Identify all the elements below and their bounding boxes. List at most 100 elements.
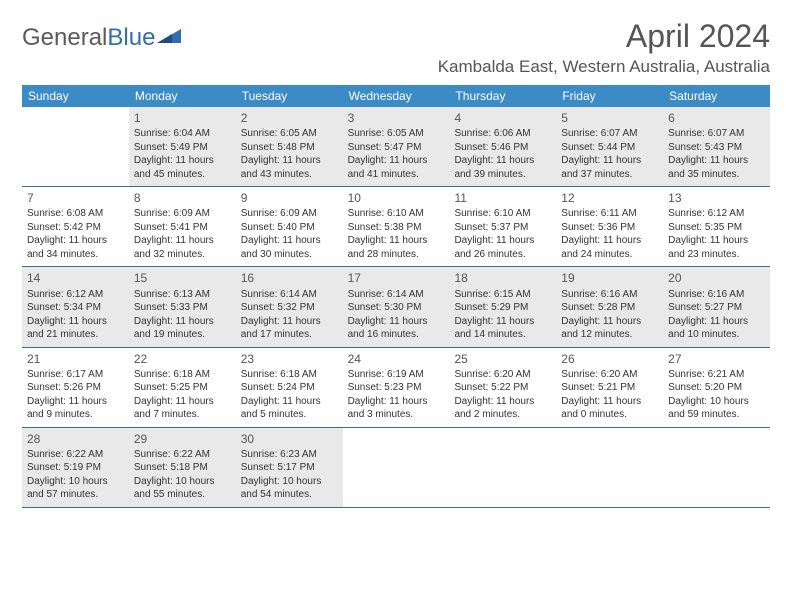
day-number: 25 [454, 351, 551, 367]
sunset-text: Sunset: 5:23 PM [348, 381, 445, 395]
day-number: 30 [241, 431, 338, 447]
day-number: 9 [241, 190, 338, 206]
weekday-header: Sunday [22, 85, 129, 107]
week-row: 1Sunrise: 6:04 AMSunset: 5:49 PMDaylight… [22, 107, 770, 187]
daylight-text: Daylight: 11 hours and 5 minutes. [241, 395, 338, 422]
day-cell: 29Sunrise: 6:22 AMSunset: 5:18 PMDayligh… [129, 428, 236, 507]
weekday-header: Friday [556, 85, 663, 107]
day-cell: 20Sunrise: 6:16 AMSunset: 5:27 PMDayligh… [663, 267, 770, 346]
weekday-header: Wednesday [343, 85, 450, 107]
sunrise-text: Sunrise: 6:15 AM [454, 288, 551, 302]
logo-text-general: General [22, 24, 107, 52]
sunrise-text: Sunrise: 6:10 AM [348, 207, 445, 221]
sunset-text: Sunset: 5:32 PM [241, 301, 338, 315]
day-number: 1 [134, 110, 231, 126]
week-row: 21Sunrise: 6:17 AMSunset: 5:26 PM Dayligh… [22, 348, 770, 428]
daylight-text: Daylight: 11 hours and 41 minutes. [348, 154, 445, 181]
day-cell: 10Sunrise: 6:10 AMSunset: 5:38 PMDayligh… [343, 187, 450, 266]
day-cell: 4Sunrise: 6:06 AMSunset: 5:46 PMDaylight… [449, 107, 556, 186]
daylight-text: Daylight: 11 hours and 24 minutes. [561, 234, 658, 261]
sunset-text: Sunset: 5:19 PM [27, 461, 124, 475]
sunrise-text: Sunrise: 6:11 AM [561, 207, 658, 221]
sunset-text: Sunset: 5:26 PM [27, 381, 124, 395]
day-number: 15 [134, 270, 231, 286]
daylight-text: Daylight: 11 hours and 26 minutes. [454, 234, 551, 261]
sunset-text: Sunset: 5:27 PM [668, 301, 765, 315]
day-number: 23 [241, 351, 338, 367]
day-cell: 21Sunrise: 6:17 AMSunset: 5:26 PMDayligh… [22, 348, 129, 427]
daylight-text: Daylight: 11 hours and 7 minutes. [134, 395, 231, 422]
day-number: 27 [668, 351, 765, 367]
sunrise-text: Sunrise: 6:07 AM [668, 127, 765, 141]
day-number: 8 [134, 190, 231, 206]
sunrise-text: Sunrise: 6:17 AM [27, 368, 124, 382]
sunrise-text: Sunrise: 6:20 AM [454, 368, 551, 382]
day-cell: 1Sunrise: 6:04 AMSunset: 5:49 PMDaylight… [129, 107, 236, 186]
sunrise-text: Sunrise: 6:08 AM [27, 207, 124, 221]
sunrise-text: Sunrise: 6:18 AM [134, 368, 231, 382]
sunrise-text: Sunrise: 6:16 AM [668, 288, 765, 302]
sunrise-text: Sunrise: 6:12 AM [668, 207, 765, 221]
sunset-text: Sunset: 5:29 PM [454, 301, 551, 315]
sunrise-text: Sunrise: 6:12 AM [27, 288, 124, 302]
sunset-text: Sunset: 5:41 PM [134, 221, 231, 235]
sunset-text: Sunset: 5:22 PM [454, 381, 551, 395]
day-cell: 22Sunrise: 6:18 AMSunset: 5:25 PMDayligh… [129, 348, 236, 427]
sunrise-text: Sunrise: 6:04 AM [134, 127, 231, 141]
day-number: 13 [668, 190, 765, 206]
day-number: 21 [27, 351, 124, 367]
sunrise-text: Sunrise: 6:22 AM [27, 448, 124, 462]
day-cell: 26Sunrise: 6:20 AMSunset: 5:21 PMDayligh… [556, 348, 663, 427]
day-number: 24 [348, 351, 445, 367]
day-number: 22 [134, 351, 231, 367]
day-number: 16 [241, 270, 338, 286]
day-cell: 5Sunrise: 6:07 AMSunset: 5:44 PMDaylight… [556, 107, 663, 186]
weekday-header: Saturday [663, 85, 770, 107]
day-cell: 27Sunrise: 6:21 AMSunset: 5:20 PMDayligh… [663, 348, 770, 427]
daylight-text: Daylight: 11 hours and 17 minutes. [241, 315, 338, 342]
daylight-text: Daylight: 11 hours and 14 minutes. [454, 315, 551, 342]
day-cell: 7Sunrise: 6:08 AMSunset: 5:42 PMDaylight… [22, 187, 129, 266]
daylight-text: Daylight: 11 hours and 45 minutes. [134, 154, 231, 181]
daylight-text: Daylight: 10 hours and 55 minutes. [134, 475, 231, 502]
weekday-header: Monday [129, 85, 236, 107]
day-cell: 28Sunrise: 6:22 AMSunset: 5:19 PMDayligh… [22, 428, 129, 507]
sunrise-text: Sunrise: 6:18 AM [241, 368, 338, 382]
day-number: 3 [348, 110, 445, 126]
sunset-text: Sunset: 5:35 PM [668, 221, 765, 235]
day-cell [343, 428, 450, 507]
day-number: 10 [348, 190, 445, 206]
sunset-text: Sunset: 5:42 PM [27, 221, 124, 235]
day-cell: 14Sunrise: 6:12 AMSunset: 5:34 PMDayligh… [22, 267, 129, 346]
logo: GeneralBlue [22, 24, 183, 52]
week-row: 14Sunrise: 6:12 AMSunset: 5:34 PMDayligh… [22, 267, 770, 347]
sunrise-text: Sunrise: 6:23 AM [241, 448, 338, 462]
weekday-header: Tuesday [236, 85, 343, 107]
sunrise-text: Sunrise: 6:16 AM [561, 288, 658, 302]
day-cell [663, 428, 770, 507]
sunset-text: Sunset: 5:48 PM [241, 141, 338, 155]
weekday-header: Thursday [449, 85, 556, 107]
sunrise-text: Sunrise: 6:09 AM [241, 207, 338, 221]
day-number: 29 [134, 431, 231, 447]
sunset-text: Sunset: 5:20 PM [668, 381, 765, 395]
sunrise-text: Sunrise: 6:06 AM [454, 127, 551, 141]
sunrise-text: Sunrise: 6:07 AM [561, 127, 658, 141]
daylight-text: Daylight: 11 hours and 30 minutes. [241, 234, 338, 261]
day-cell: 9Sunrise: 6:09 AMSunset: 5:40 PMDaylight… [236, 187, 343, 266]
day-cell: 24Sunrise: 6:19 AMSunset: 5:23 PMDayligh… [343, 348, 450, 427]
day-number: 11 [454, 190, 551, 206]
day-number: 6 [668, 110, 765, 126]
day-number: 19 [561, 270, 658, 286]
day-number: 18 [454, 270, 551, 286]
logo-text-blue: Blue [107, 24, 155, 52]
day-cell: 15Sunrise: 6:13 AMSunset: 5:33 PMDayligh… [129, 267, 236, 346]
sunset-text: Sunset: 5:30 PM [348, 301, 445, 315]
day-number: 2 [241, 110, 338, 126]
location-subtitle: Kambalda East, Western Australia, Austra… [438, 57, 770, 77]
day-number: 14 [27, 270, 124, 286]
sunrise-text: Sunrise: 6:14 AM [241, 288, 338, 302]
sunset-text: Sunset: 5:36 PM [561, 221, 658, 235]
day-number: 28 [27, 431, 124, 447]
sunset-text: Sunset: 5:18 PM [134, 461, 231, 475]
